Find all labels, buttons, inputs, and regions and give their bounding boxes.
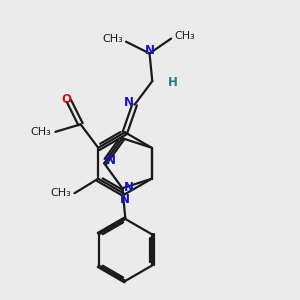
Text: N: N (124, 96, 134, 109)
Text: CH₃: CH₃ (30, 127, 51, 137)
Text: N: N (120, 193, 130, 206)
Text: CH₃: CH₃ (102, 34, 123, 44)
Text: O: O (61, 92, 71, 106)
Text: CH₃: CH₃ (50, 188, 71, 198)
Text: H: H (168, 76, 178, 89)
Text: CH₃: CH₃ (174, 31, 195, 40)
Text: N: N (145, 44, 154, 57)
Text: N: N (106, 154, 116, 167)
Text: N: N (124, 181, 134, 194)
